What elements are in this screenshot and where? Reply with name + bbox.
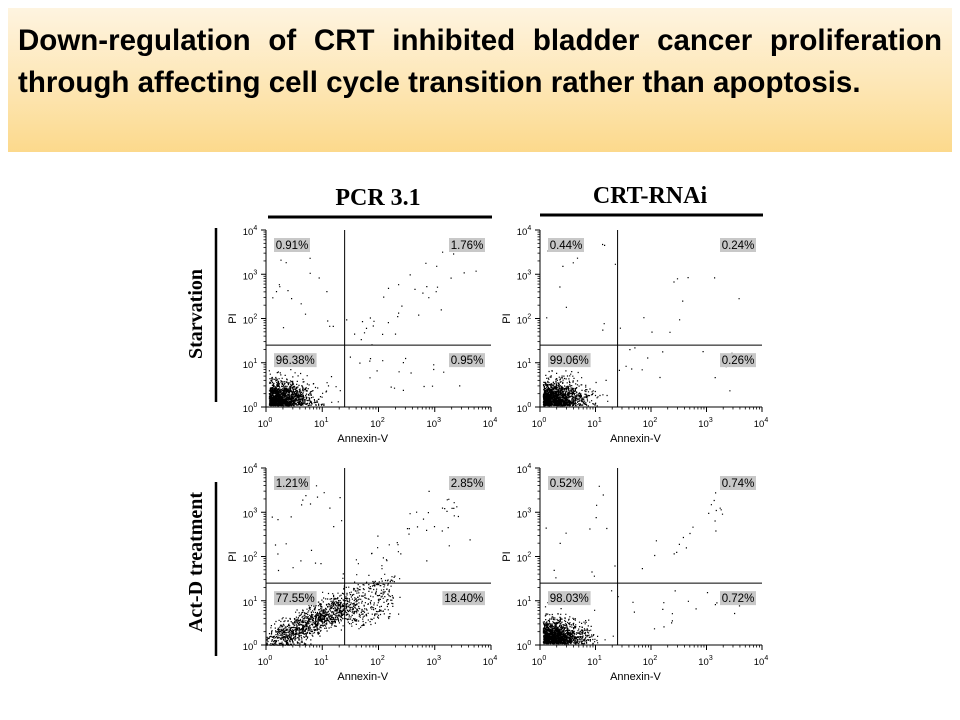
row-label-act-d-treatment: Act-D treatment bbox=[185, 492, 207, 632]
row-label-starvation: Starvation bbox=[185, 269, 207, 359]
y-tick-label: 101 bbox=[517, 358, 532, 371]
panel-pcr-3-1-act-d-treatment: 100 101 102 103 104 100 101 102 103 104 Annexin-V P… bbox=[227, 463, 497, 683]
y-axis-label: PI bbox=[227, 551, 239, 561]
quadrant-label-lower-right: 0.72% bbox=[722, 593, 755, 605]
quadrant-label-lower-left: 99.06% bbox=[550, 355, 589, 367]
y-tick-label: 100 bbox=[243, 640, 258, 653]
quadrant-label-upper-right: 0.74% bbox=[722, 478, 755, 490]
x-tick-label: 104 bbox=[754, 417, 769, 430]
y-tick-label: 101 bbox=[243, 596, 258, 609]
y-tick-label: 102 bbox=[517, 552, 532, 565]
quadrant-label-lower-left: 96.38% bbox=[276, 355, 315, 367]
quadrant-label-lower-right: 0.95% bbox=[451, 355, 484, 367]
x-tick-label: 104 bbox=[754, 655, 769, 668]
x-tick-label: 102 bbox=[643, 655, 658, 668]
x-tick-label: 103 bbox=[427, 655, 442, 668]
quadrant-label-box bbox=[720, 238, 756, 252]
y-tick-label: 104 bbox=[517, 225, 532, 238]
x-tick-label: 100 bbox=[258, 417, 273, 430]
x-tick-label: 104 bbox=[483, 417, 498, 430]
y-tick-label: 101 bbox=[517, 596, 532, 609]
y-tick-label: 102 bbox=[517, 314, 532, 327]
quadrant-label-box bbox=[442, 591, 485, 606]
y-tick-label: 101 bbox=[243, 358, 258, 371]
x-tick-label: 100 bbox=[258, 655, 273, 668]
quadrant-label-upper-right: 2.85% bbox=[451, 478, 484, 490]
quadrant-label-box bbox=[720, 353, 756, 368]
quadrant-label-upper-right: 1.76% bbox=[451, 240, 484, 252]
x-tick-label: 100 bbox=[532, 655, 547, 668]
row-labels: Starvation Act-D treatment bbox=[185, 228, 218, 656]
x-tick-label: 100 bbox=[532, 417, 547, 430]
x-tick-label: 102 bbox=[370, 655, 385, 668]
quadrant-label-box bbox=[449, 476, 485, 490]
x-tick-label: 101 bbox=[314, 655, 329, 668]
quadrant-label-box bbox=[449, 353, 485, 368]
y-tick-label: 100 bbox=[243, 402, 258, 415]
quadrant-label-upper-left: 1.21% bbox=[276, 478, 309, 490]
event-dots bbox=[266, 485, 471, 646]
x-axis-label: Annexin-V bbox=[610, 671, 661, 683]
quadrant-label-box bbox=[449, 238, 485, 252]
panel-crt-rnai-starvation: 100 101 102 103 104 100 101 102 103 104 Annexin-V P… bbox=[501, 225, 768, 445]
event-dots bbox=[542, 243, 740, 407]
x-tick-label: 104 bbox=[483, 655, 498, 668]
y-tick-label: 103 bbox=[517, 269, 532, 282]
y-tick-label: 102 bbox=[243, 552, 258, 565]
x-tick-label: 102 bbox=[643, 417, 658, 430]
quadrant-label-box bbox=[548, 591, 591, 606]
quadrant-label-box bbox=[274, 238, 310, 252]
quadrant-label-box bbox=[548, 238, 584, 252]
quadrant-label-upper-left: 0.44% bbox=[550, 240, 583, 252]
column-header-crt-rnai: CRT-RNAi bbox=[593, 183, 708, 209]
y-tick-label: 104 bbox=[517, 463, 532, 476]
panel-crt-rnai-act-d-treatment: 100 101 102 103 104 100 101 102 103 104 Annexin-V P… bbox=[501, 463, 768, 683]
quadrant-label-upper-left: 0.52% bbox=[550, 478, 583, 490]
quadrant-label-box bbox=[720, 591, 756, 606]
y-axis-label: PI bbox=[227, 313, 239, 323]
quadrant-label-box bbox=[548, 353, 591, 368]
x-tick-label: 103 bbox=[427, 417, 442, 430]
y-tick-label: 104 bbox=[243, 225, 258, 238]
column-header-pcr-3-1: PCR 3.1 bbox=[335, 185, 420, 211]
event-dots bbox=[542, 485, 741, 645]
event-dots bbox=[268, 241, 477, 407]
quadrant-label-upper-left: 0.91% bbox=[276, 240, 309, 252]
y-axis-label: PI bbox=[501, 313, 513, 323]
quadrant-label-lower-right: 18.40% bbox=[444, 593, 483, 605]
column-headers: PCR 3.1 CRT-RNAi bbox=[268, 183, 763, 219]
title-banner: Down-regulation of CRT inhibited bladder… bbox=[8, 8, 952, 152]
panel-pcr-3-1-starvation: 100 101 102 103 104 100 101 102 103 104 Annexin-V P… bbox=[227, 225, 497, 445]
x-tick-label: 103 bbox=[698, 655, 713, 668]
quadrant-label-box bbox=[274, 476, 310, 490]
x-axis-label: Annexin-V bbox=[337, 671, 388, 683]
quadrant-label-box bbox=[274, 591, 317, 606]
x-tick-label: 101 bbox=[587, 655, 602, 668]
quadrant-label-lower-left: 98.03% bbox=[550, 593, 589, 605]
x-tick-label: 101 bbox=[314, 417, 329, 430]
y-tick-label: 104 bbox=[243, 463, 258, 476]
scatter-panels: 100 101 102 103 104 100 101 102 103 104 Annexin-V P… bbox=[227, 225, 768, 683]
quadrant-label-lower-left: 77.55% bbox=[276, 593, 315, 605]
quadrant-label-upper-right: 0.24% bbox=[722, 240, 755, 252]
quadrant-label-box bbox=[720, 476, 756, 490]
y-tick-label: 102 bbox=[243, 314, 258, 327]
y-tick-label: 103 bbox=[243, 507, 258, 520]
quadrant-label-box bbox=[548, 476, 584, 490]
y-axis-label: PI bbox=[501, 551, 513, 561]
quadrant-label-lower-right: 0.26% bbox=[722, 355, 755, 367]
x-tick-label: 101 bbox=[587, 417, 602, 430]
x-axis-label: Annexin-V bbox=[610, 433, 661, 445]
y-tick-label: 100 bbox=[517, 640, 532, 653]
x-tick-label: 103 bbox=[698, 417, 713, 430]
y-tick-label: 100 bbox=[517, 402, 532, 415]
x-axis-label: Annexin-V bbox=[337, 433, 388, 445]
y-tick-label: 103 bbox=[243, 269, 258, 282]
x-tick-label: 102 bbox=[370, 417, 385, 430]
slide-title: Down-regulation of CRT inhibited bladder… bbox=[18, 24, 942, 99]
y-tick-label: 103 bbox=[517, 507, 532, 520]
quadrant-label-box bbox=[274, 353, 317, 368]
